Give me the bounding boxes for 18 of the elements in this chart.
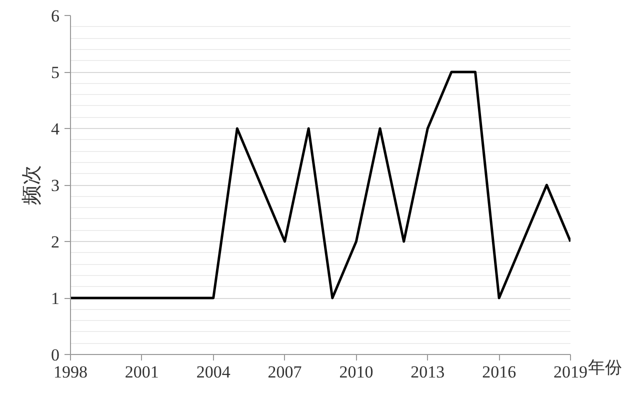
y-tick-label: 4	[51, 120, 60, 138]
x-tick-label: 2007	[268, 362, 302, 382]
line-series	[70, 70, 570, 300]
y-tick-label: 2	[51, 232, 60, 252]
x-tick-label: 1998	[54, 362, 88, 382]
x-tick-label: 2004	[196, 362, 231, 382]
y-tick-label: 1	[51, 289, 60, 308]
y-axis-title: 频次	[21, 165, 43, 205]
x-tick-label: 2001	[124, 362, 159, 382]
y-tick-label: 3	[51, 176, 60, 195]
x-tick-label: 2016	[482, 362, 516, 382]
x-tick-label: 2013	[410, 362, 445, 382]
y-tick-label: 6	[51, 6, 60, 26]
y-tick-label: 5	[51, 63, 60, 82]
x-tick-label: 2019	[554, 362, 588, 382]
x-axis-title: 年份	[588, 357, 622, 379]
y-tick-label: 0	[51, 346, 60, 364]
x-tick-label: 2010	[339, 362, 374, 382]
